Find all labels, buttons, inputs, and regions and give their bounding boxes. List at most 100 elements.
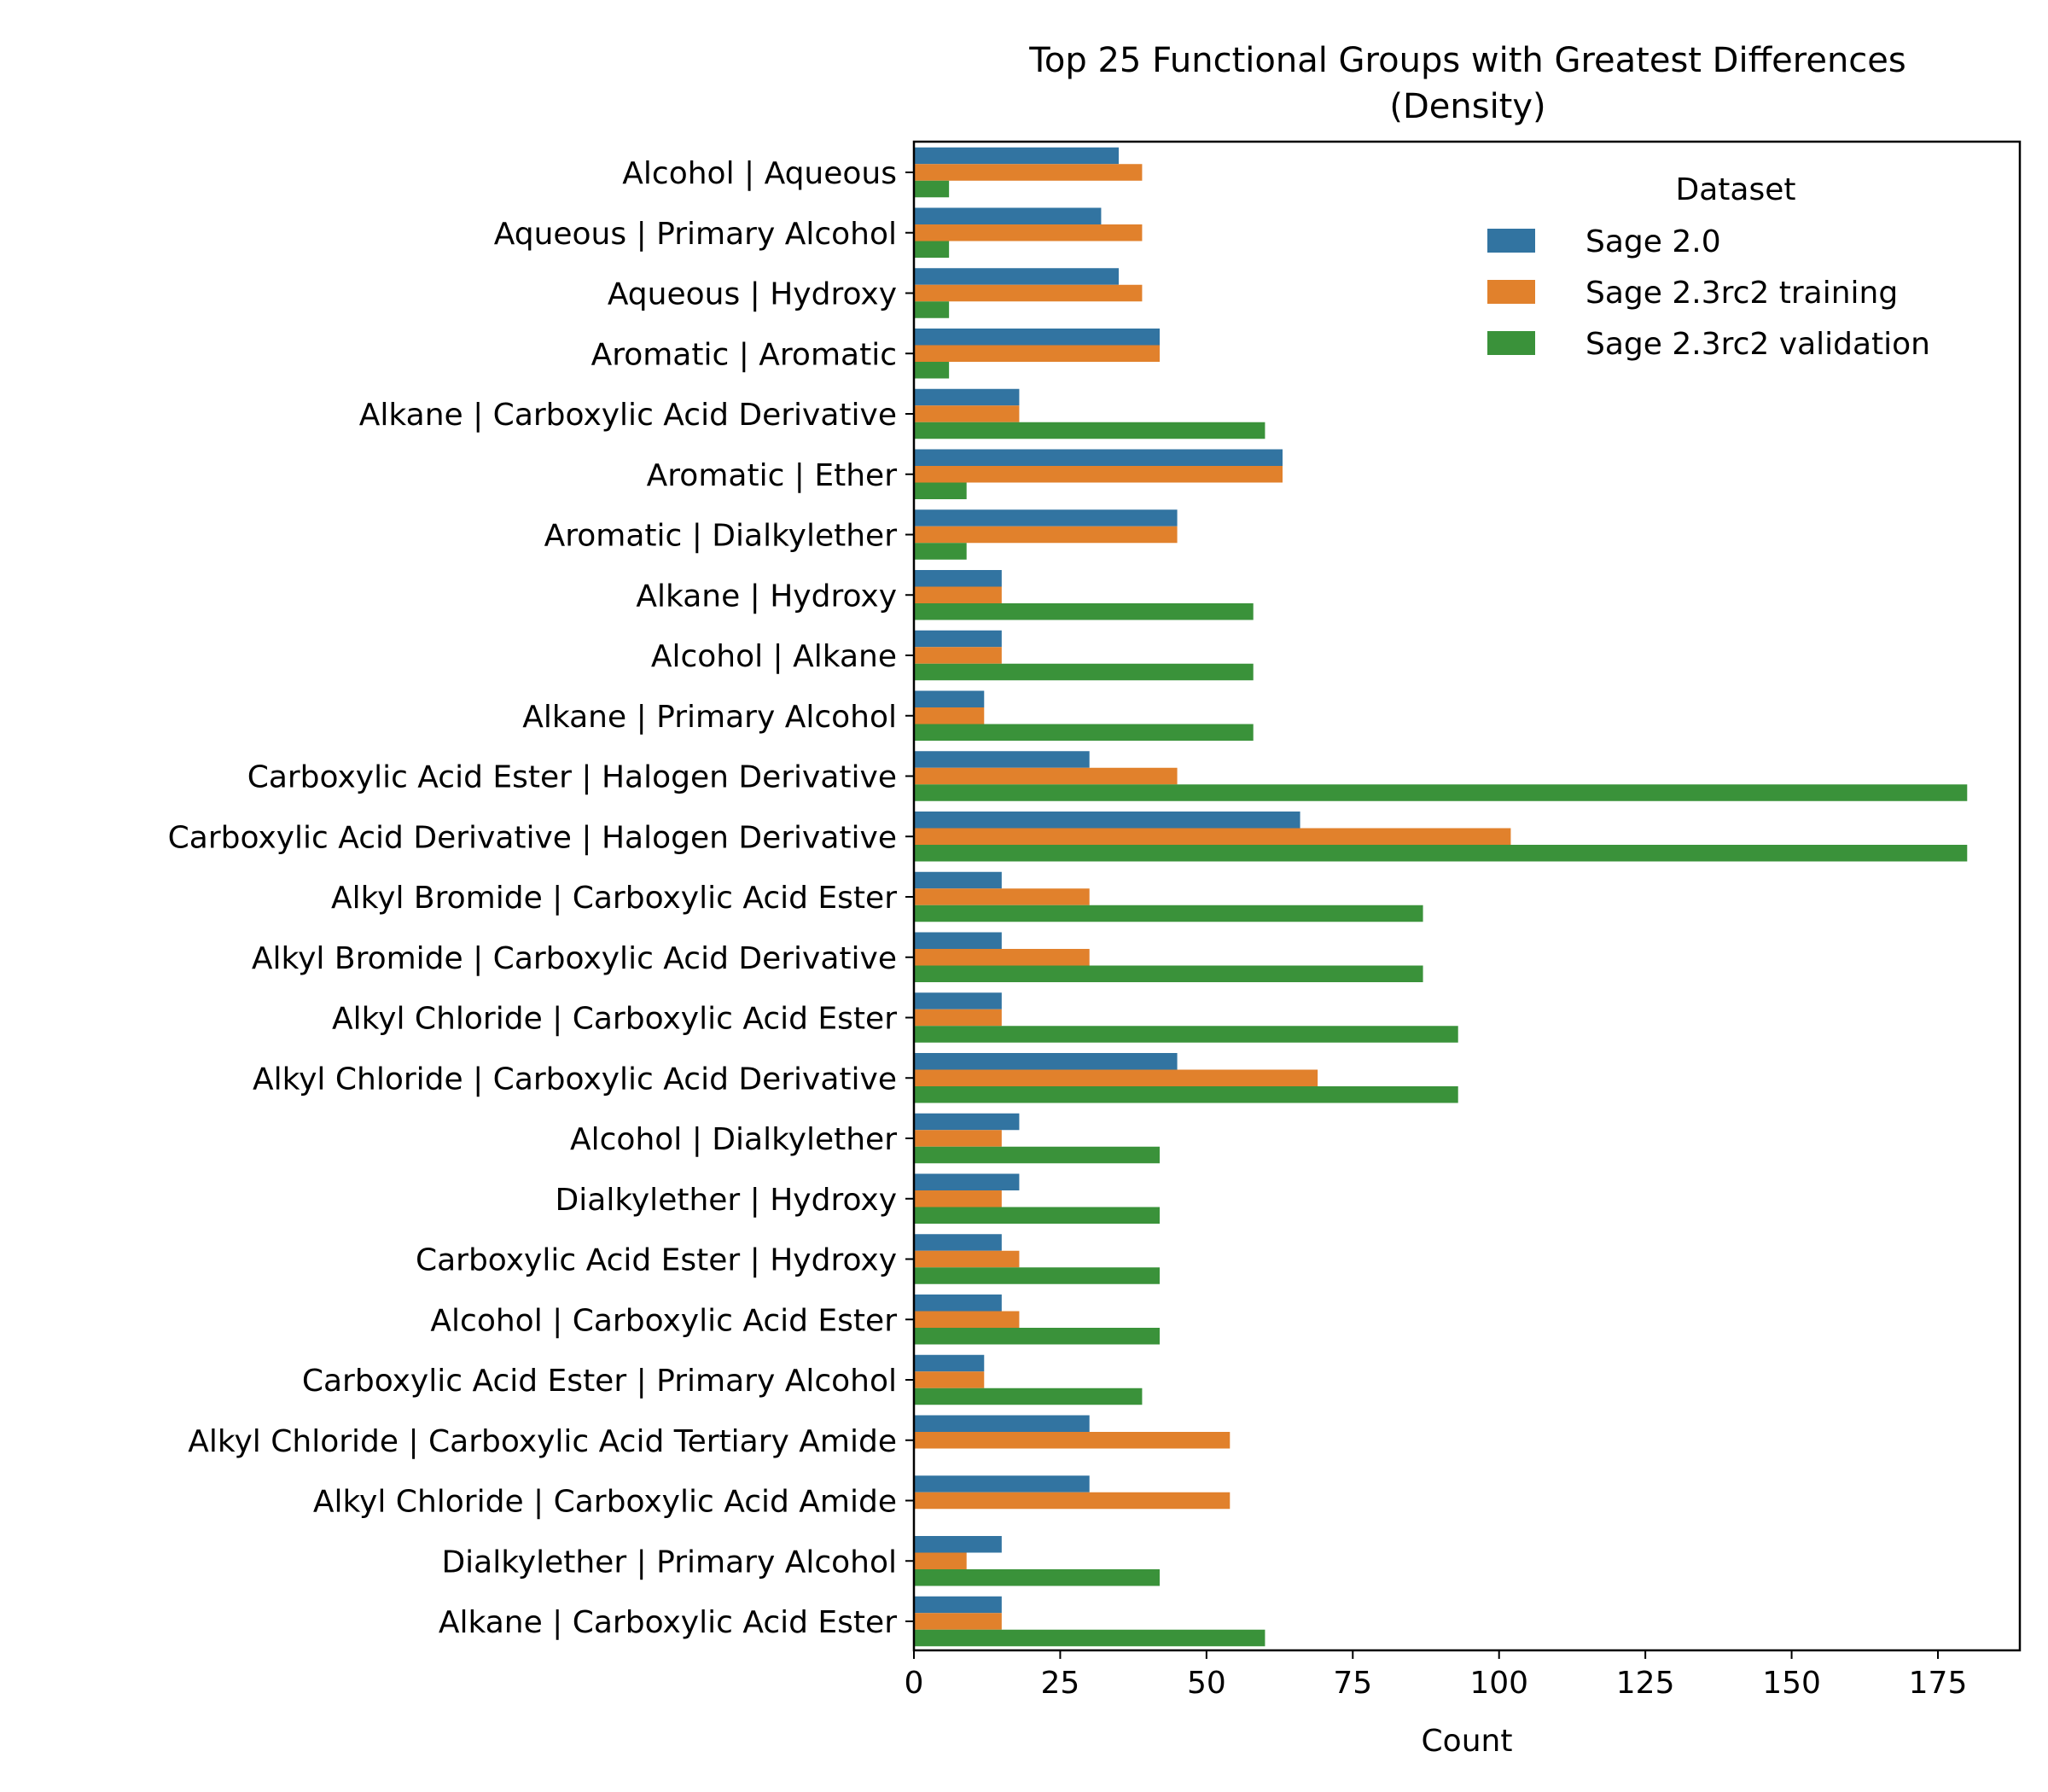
chart-subtitle: (Density) bbox=[1389, 87, 1545, 126]
bar-3-24 bbox=[914, 1569, 1160, 1586]
x-axis-title: Count bbox=[1422, 1724, 1513, 1759]
bar-2-24 bbox=[914, 1552, 967, 1569]
category-label: Alkyl Chloride | Carboxylic Acid Tertiar… bbox=[188, 1424, 897, 1459]
bar-1-3 bbox=[914, 268, 1119, 285]
x-tick-label: 100 bbox=[1469, 1666, 1528, 1701]
category-label: Alkyl Chloride | Carboxylic Acid Derivat… bbox=[253, 1062, 897, 1097]
bar-2-13 bbox=[914, 888, 1090, 905]
bar-3-9 bbox=[914, 663, 1254, 681]
x-tick-label: 125 bbox=[1616, 1666, 1675, 1701]
bar-1-23 bbox=[914, 1475, 1090, 1492]
bar-3-14 bbox=[914, 965, 1423, 982]
bar-2-19 bbox=[914, 1250, 1020, 1268]
bar-2-18 bbox=[914, 1190, 1002, 1207]
plot-frame bbox=[912, 140, 2022, 1652]
bar-1-2 bbox=[914, 207, 1102, 224]
category-label: Aqueous | Hydroxy bbox=[608, 277, 897, 312]
bar-1-11 bbox=[914, 751, 1090, 768]
category-label: Alcohol | Aqueous bbox=[622, 156, 897, 191]
category-label: Alkane | Hydroxy bbox=[636, 579, 897, 614]
bar-1-21 bbox=[914, 1354, 985, 1372]
bar-3-4 bbox=[914, 362, 950, 379]
category-label: Aromatic | Ether bbox=[647, 458, 898, 493]
bar-2-11 bbox=[914, 767, 1178, 785]
bar-3-1 bbox=[914, 180, 950, 198]
bar-2-12 bbox=[914, 828, 1511, 845]
chart-title: Top 25 Functional Groups with Greatest D… bbox=[1028, 41, 1905, 80]
bar-1-12 bbox=[914, 812, 1300, 829]
bar-3-7 bbox=[914, 543, 967, 560]
bar-2-23 bbox=[914, 1492, 1231, 1510]
category-label: Alkane | Carboxylic Acid Ester bbox=[439, 1605, 897, 1640]
bar-3-19 bbox=[914, 1267, 1160, 1284]
bar-2-14 bbox=[914, 949, 1090, 966]
bar-1-1 bbox=[914, 147, 1119, 165]
bar-2-21 bbox=[914, 1371, 985, 1388]
bar-2-6 bbox=[914, 466, 1283, 483]
bar-2-10 bbox=[914, 707, 985, 724]
category-label: Alkane | Primary Alcohol bbox=[522, 700, 897, 735]
category-label: Carboxylic Acid Ester | Hydroxy bbox=[416, 1243, 897, 1278]
legend-label: Sage 2.3rc2 validation bbox=[1585, 327, 1930, 362]
bar-3-2 bbox=[914, 241, 950, 258]
bar-1-14 bbox=[914, 932, 1002, 949]
x-tick-label: 150 bbox=[1762, 1666, 1821, 1701]
bar-2-8 bbox=[914, 586, 1002, 603]
x-axis-ticks: 0 25 50 75 100 125 150 175 bbox=[905, 1650, 1967, 1701]
bar-1-19 bbox=[914, 1234, 1002, 1251]
bar-1-13 bbox=[914, 871, 1002, 889]
category-label: Alcohol | Carboxylic Acid Ester bbox=[430, 1303, 897, 1338]
category-label: Alcohol | Alkane bbox=[651, 639, 897, 674]
legend-label: Sage 2.3rc2 training bbox=[1585, 276, 1898, 311]
bars-group bbox=[914, 147, 1968, 1647]
bar-3-6 bbox=[914, 482, 967, 499]
category-labels: Alcohol | Aqueous Aqueous | Primary Alcoh… bbox=[168, 156, 914, 1640]
category-label: Aromatic | Dialkylether bbox=[544, 519, 898, 554]
bar-3-11 bbox=[914, 784, 1968, 801]
bar-2-7 bbox=[914, 526, 1178, 544]
bar-2-5 bbox=[914, 405, 1020, 422]
legend-label: Sage 2.0 bbox=[1585, 224, 1721, 259]
legend: Dataset Sage 2.0 Sage 2.3rc2 training Sage… bbox=[1487, 172, 1930, 362]
x-tick-label: 25 bbox=[1041, 1666, 1080, 1701]
bar-1-10 bbox=[914, 690, 985, 707]
category-label: Carboxylic Acid Ester | Primary Alcohol bbox=[302, 1364, 897, 1399]
bar-2-25 bbox=[914, 1613, 1002, 1630]
bar-2-3 bbox=[914, 284, 1143, 302]
bar-1-25 bbox=[914, 1596, 1002, 1614]
category-label: Aqueous | Primary Alcohol bbox=[494, 217, 897, 252]
bar-3-17 bbox=[914, 1146, 1160, 1164]
bar-1-16 bbox=[914, 1053, 1178, 1070]
category-label: Alkyl Bromide | Carboxylic Acid Ester bbox=[331, 881, 897, 916]
bar-1-8 bbox=[914, 570, 1002, 587]
bar-3-12 bbox=[914, 845, 1968, 862]
legend-title: Dataset bbox=[1676, 172, 1796, 207]
legend-swatch bbox=[1487, 280, 1535, 304]
bar-2-4 bbox=[914, 345, 1160, 362]
x-tick-label: 50 bbox=[1187, 1666, 1226, 1701]
bar-1-7 bbox=[914, 509, 1178, 527]
bar-3-5 bbox=[914, 422, 1265, 439]
bar-2-1 bbox=[914, 164, 1143, 181]
bar-1-17 bbox=[914, 1113, 1020, 1131]
bar-2-20 bbox=[914, 1311, 1020, 1328]
bar-2-9 bbox=[914, 647, 1002, 664]
category-label: Dialkylether | Primary Alcohol bbox=[441, 1545, 897, 1580]
bar-1-20 bbox=[914, 1295, 1002, 1312]
category-label: Alkane | Carboxylic Acid Derivative bbox=[359, 398, 897, 433]
bar-1-6 bbox=[914, 449, 1283, 466]
bar-1-24 bbox=[914, 1536, 1002, 1553]
bar-1-22 bbox=[914, 1415, 1090, 1432]
category-label: Alcohol | Dialkylether bbox=[570, 1122, 897, 1157]
bar-1-4 bbox=[914, 329, 1160, 346]
bar-1-5 bbox=[914, 388, 1020, 406]
bar-3-25 bbox=[914, 1629, 1265, 1647]
category-label: Alkyl Chloride | Carboxylic Acid Ester bbox=[332, 1002, 897, 1037]
bar-1-18 bbox=[914, 1173, 1020, 1190]
category-label: Carboxylic Acid Ester | Halogen Derivati… bbox=[247, 760, 897, 795]
bar-2-15 bbox=[914, 1009, 1002, 1027]
legend-swatch bbox=[1487, 331, 1535, 355]
bar-1-15 bbox=[914, 992, 1002, 1009]
bar-3-8 bbox=[914, 603, 1254, 620]
